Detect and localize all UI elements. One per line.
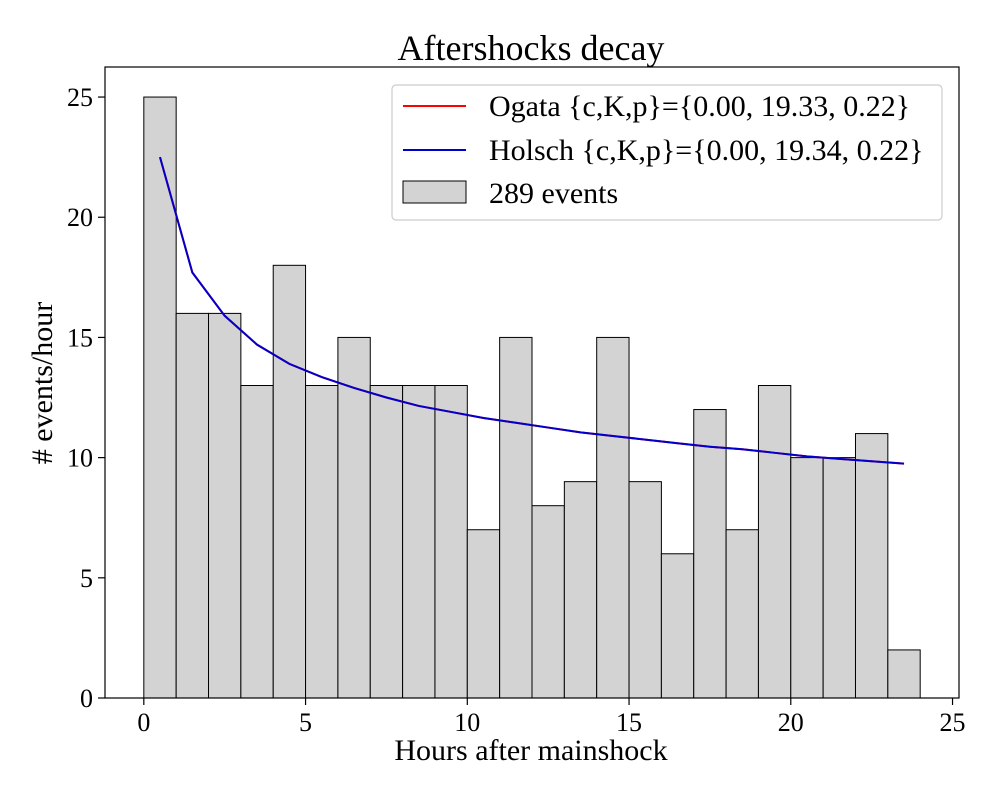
y-tick-label: 25 xyxy=(67,83,93,112)
legend-label-ogata: Ogata {c,K,p}={0.00, 19.33, 0.22} xyxy=(489,90,910,123)
x-tick-label: 20 xyxy=(778,708,804,737)
legend-swatch-histogram xyxy=(402,180,467,204)
histogram-bar xyxy=(822,457,856,699)
y-tick-label: 10 xyxy=(67,444,93,473)
legend-label-holsch: Holsch {c,K,p}={0.00, 19.34, 0.22} xyxy=(489,134,924,167)
histogram-bar xyxy=(660,553,695,699)
histogram-bar xyxy=(563,481,598,699)
legend-box xyxy=(391,84,943,221)
plot-frame xyxy=(104,66,960,699)
x-tick-label: 5 xyxy=(299,708,312,737)
y-tick-label: 20 xyxy=(67,203,93,232)
holsch-fit-line xyxy=(159,156,905,465)
histogram-bar xyxy=(466,529,501,699)
x-tick-label: 15 xyxy=(616,708,642,737)
x-tick-label: 0 xyxy=(137,708,150,737)
x-axis-ticks: 0 5 10 15 20 25 xyxy=(137,698,966,737)
histogram-bar xyxy=(369,385,404,699)
histogram-bar xyxy=(402,385,436,699)
y-axis-label: # events/hour xyxy=(26,302,59,464)
histogram-bar xyxy=(240,385,274,699)
x-tick-label: 10 xyxy=(454,708,480,737)
histogram-bar xyxy=(208,312,242,699)
histogram-bar xyxy=(693,409,727,699)
legend-label-histogram: 289 events xyxy=(489,177,618,210)
histogram-bar xyxy=(725,529,759,699)
histogram-bar xyxy=(628,481,662,699)
y-axis-ticks: 0 5 10 15 20 25 xyxy=(67,83,105,713)
y-tick-label: 0 xyxy=(80,684,93,713)
histogram-bar xyxy=(305,385,339,699)
y-tick-label: 5 xyxy=(80,564,93,593)
histogram-bar xyxy=(790,457,824,699)
histogram-bar xyxy=(272,264,307,699)
x-tick-label: 25 xyxy=(940,708,966,737)
histogram-bar xyxy=(596,336,630,699)
legend: Ogata {c,K,p}={0.00, 19.33, 0.22} Holsch… xyxy=(391,84,943,221)
histogram-bars xyxy=(143,96,921,699)
histogram-bar xyxy=(499,336,533,699)
fit-curves xyxy=(159,156,905,465)
histogram-bar xyxy=(175,312,210,699)
x-axis-label: Hours after mainshock xyxy=(394,734,667,767)
histogram-bar xyxy=(143,96,177,699)
y-tick-label: 15 xyxy=(67,323,93,352)
chart-title: Aftershocks decay xyxy=(398,28,665,68)
histogram-bar xyxy=(434,385,468,699)
histogram-bar xyxy=(531,505,565,699)
histogram-bar xyxy=(854,433,889,699)
histogram-bar xyxy=(887,649,921,699)
histogram-bar xyxy=(757,385,792,699)
